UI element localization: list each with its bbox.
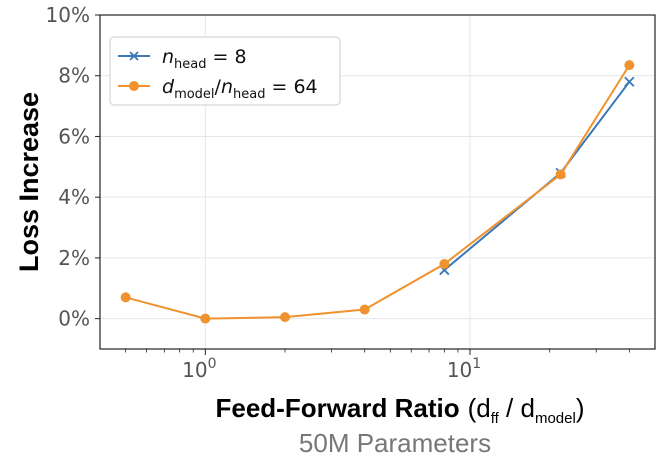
x-axis-label-mid: / d xyxy=(499,393,535,423)
x-tick-label: 101 xyxy=(447,356,481,382)
x-ticks: 100 101 xyxy=(125,349,630,382)
x-axis-label-close: ) xyxy=(576,393,585,423)
legend-dmodel-slash: / xyxy=(215,76,222,98)
legend-dmodel-sub2: head xyxy=(233,87,265,102)
legend-dmodel-sub1: model xyxy=(174,87,214,102)
legend-dmodel-main2: n xyxy=(221,76,233,98)
y-axis-label: Loss Increase xyxy=(14,92,44,272)
legend-marker-x xyxy=(129,51,139,61)
plot-frame xyxy=(99,14,656,350)
legend-label-nhead: nhead = 8 xyxy=(162,46,247,72)
legend-item-nhead: nhead = 8 xyxy=(118,46,247,72)
series-0-point xyxy=(624,76,635,87)
x-axis-label-bold: Feed-Forward Ratio xyxy=(215,393,459,423)
series-1-point xyxy=(359,304,370,315)
y-tick-label: 0% xyxy=(58,307,90,331)
series-1-point xyxy=(200,313,211,324)
legend-dmodel-main1: d xyxy=(162,76,175,98)
series-layer xyxy=(120,60,635,324)
x-axis-label-sub2: model xyxy=(535,410,576,427)
x-axis-label-open: (d xyxy=(468,393,491,423)
legend-item-dmodel: dmodel/nhead = 64 xyxy=(118,76,318,102)
series-1-point xyxy=(555,169,566,180)
legend: nhead = 8 dmodel/nhead = 64 xyxy=(109,36,341,106)
series-1-point xyxy=(624,60,635,71)
series-1-point xyxy=(439,258,450,269)
legend-nhead-sub: head xyxy=(174,57,206,72)
y-tick-label: 8% xyxy=(58,64,90,88)
x-tick-label: 100 xyxy=(182,356,216,382)
series-1-point xyxy=(280,312,290,323)
chart-caption: 50M Parameters xyxy=(299,428,491,458)
y-ticks: 0% 2% 4% 6% 8% 10% xyxy=(46,3,100,331)
x-axis-label-sub1: ff xyxy=(491,410,500,427)
legend-marker-o xyxy=(129,81,139,91)
y-tick-label: 6% xyxy=(58,124,90,148)
y-tick-label: 10% xyxy=(46,3,90,27)
legend-box xyxy=(109,36,341,106)
legend-nhead-main: n xyxy=(162,46,174,68)
y-tick-label: 2% xyxy=(58,246,90,270)
y-tick-label: 4% xyxy=(58,185,90,209)
legend-nhead-rest: = 8 xyxy=(207,46,247,68)
legend-label-dmodel: dmodel/nhead = 64 xyxy=(162,76,318,102)
legend-dmodel-rest: = 64 xyxy=(265,76,317,98)
series-1-point xyxy=(120,292,131,303)
x-axis-label: Feed-Forward Ratio (dff / dmodel) xyxy=(215,393,584,427)
